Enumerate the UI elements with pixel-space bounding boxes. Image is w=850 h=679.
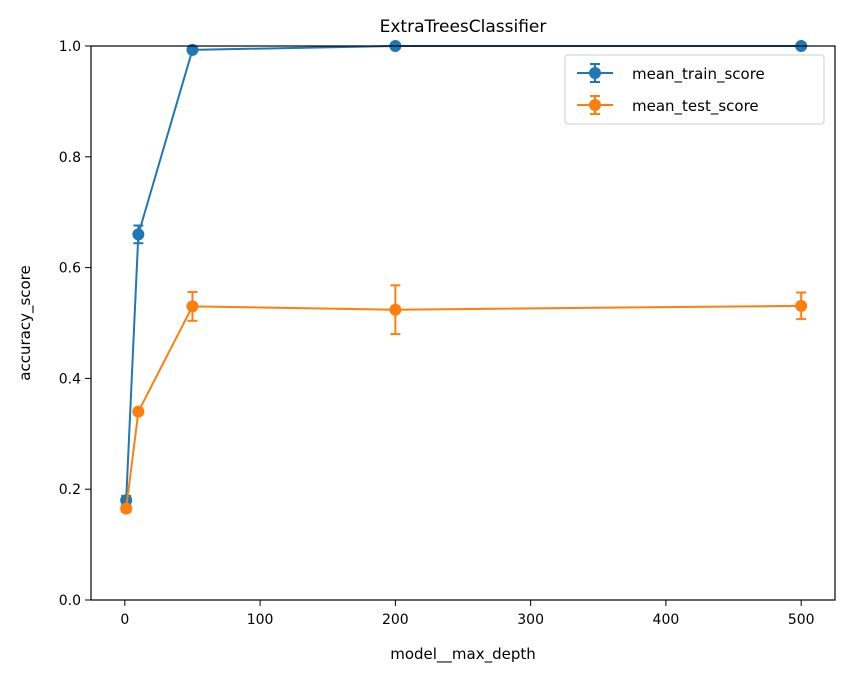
x-axis-label: model__max_depth: [390, 645, 536, 664]
legend-label: mean_test_score: [632, 97, 759, 116]
x-tick-label: 500: [788, 612, 815, 628]
x-axis: 0 100 200 300 400 500: [120, 600, 815, 628]
y-tick-label: 0.6: [59, 261, 81, 277]
x-tick-label: 200: [382, 612, 409, 628]
y-tick-label: 0.2: [59, 482, 81, 498]
data-point: [389, 303, 402, 316]
x-tick-label: 300: [517, 612, 544, 628]
legend-entry: mean_train_score: [577, 63, 765, 84]
chart-title: ExtraTreesClassifier: [380, 17, 547, 37]
series-line: [125, 304, 802, 509]
legend-label: mean_train_score: [632, 65, 765, 84]
series-mean_test_score: [120, 284, 808, 515]
y-tick-label: 0.4: [59, 371, 81, 387]
data-point: [132, 228, 145, 241]
y-tick-label: 0.0: [59, 593, 81, 609]
y-tick-label: 1.0: [59, 39, 81, 55]
y-axis: 0.0 0.2 0.4 0.6 0.8 1.0: [59, 39, 91, 609]
x-tick-label: 0: [120, 612, 129, 628]
data-point: [186, 300, 199, 313]
data-point: [120, 494, 133, 507]
legend-entry: mean_test_score: [577, 95, 759, 116]
data-point: [186, 43, 199, 56]
legend-marker: [589, 99, 601, 111]
legend-marker: [589, 67, 601, 79]
data-point: [132, 405, 145, 418]
axes-frame: [90, 45, 836, 601]
y-tick-label: 0.8: [59, 150, 81, 166]
y-axis-label: accuracy_score: [16, 265, 35, 380]
data-point: [795, 299, 808, 312]
legend-box: [564, 54, 825, 125]
data-point: [120, 502, 133, 515]
x-tick-label: 100: [247, 612, 274, 628]
legend: mean_train_score mean_test_score: [564, 54, 825, 125]
x-tick-label: 400: [653, 612, 680, 628]
